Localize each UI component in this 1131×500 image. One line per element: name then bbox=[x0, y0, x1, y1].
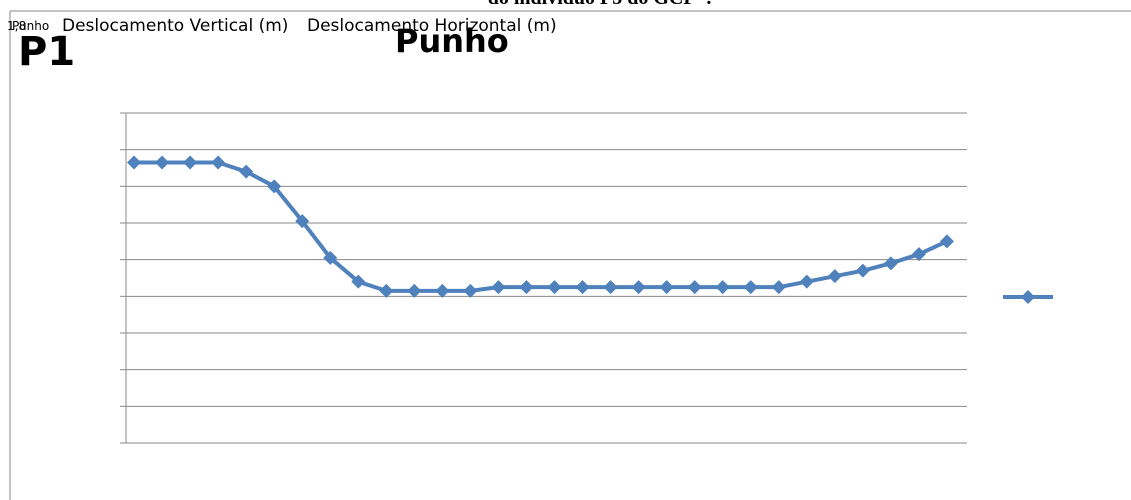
marker bbox=[211, 155, 226, 170]
marker bbox=[1021, 290, 1035, 304]
marker bbox=[323, 250, 338, 265]
marker bbox=[743, 280, 758, 295]
marker bbox=[239, 164, 254, 179]
marker bbox=[575, 280, 590, 295]
chart-title: Punho bbox=[395, 22, 509, 60]
annotation: P1 bbox=[18, 29, 75, 75]
marker bbox=[267, 179, 282, 194]
marker bbox=[463, 283, 478, 298]
marker bbox=[407, 283, 422, 298]
annotation: Deslocamento Vertical (m) bbox=[62, 16, 288, 36]
marker bbox=[127, 155, 142, 170]
caption: do indivíduo P5 do GCP*: bbox=[488, 0, 713, 9]
marker bbox=[351, 274, 366, 289]
marker bbox=[799, 274, 814, 289]
marker bbox=[435, 283, 450, 298]
marker bbox=[659, 280, 674, 295]
annotation: Deslocamento Horizontal (m) bbox=[307, 16, 557, 36]
marker bbox=[183, 155, 198, 170]
marker bbox=[827, 269, 842, 284]
marker bbox=[715, 280, 730, 295]
marker bbox=[519, 280, 534, 295]
marker bbox=[939, 234, 954, 249]
annotation: 1,8 bbox=[7, 19, 26, 33]
marker bbox=[295, 214, 310, 229]
marker bbox=[855, 263, 870, 278]
marker bbox=[491, 280, 506, 295]
annotation: Punho bbox=[12, 19, 49, 33]
marker bbox=[687, 280, 702, 295]
marker bbox=[911, 247, 926, 262]
marker bbox=[155, 155, 170, 170]
marker bbox=[883, 256, 898, 271]
marker bbox=[547, 280, 562, 295]
marker bbox=[771, 280, 786, 295]
marker bbox=[631, 280, 646, 295]
marker bbox=[379, 283, 394, 298]
marker bbox=[603, 280, 618, 295]
